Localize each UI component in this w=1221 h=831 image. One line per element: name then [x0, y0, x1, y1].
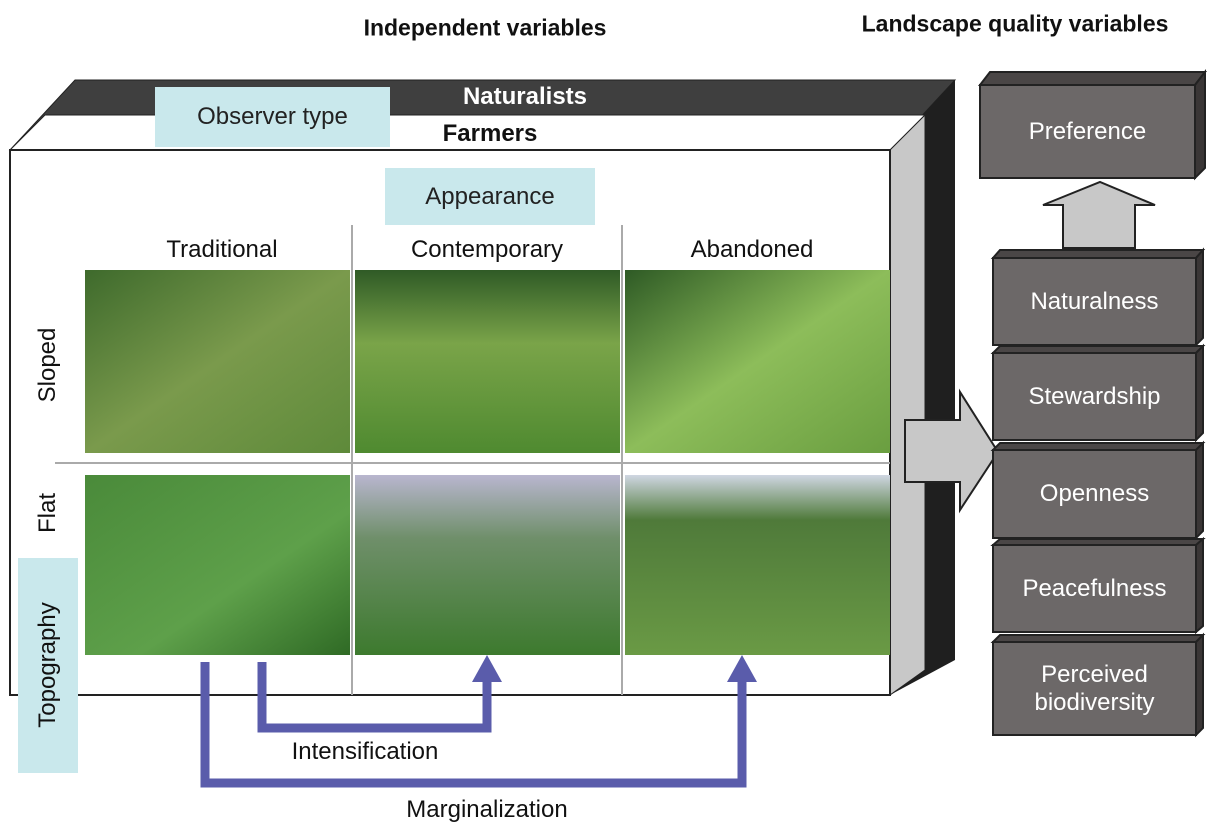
- up-arrow: [1042, 180, 1156, 249]
- header: Independent variables: [363, 14, 607, 41]
- quality-variable: Peacefulness: [1022, 574, 1167, 602]
- arrowhead: [472, 655, 502, 682]
- row-label: Flat: [34, 492, 61, 534]
- transition-label: Intensification: [291, 738, 439, 765]
- quality-variable: Stewardship: [1028, 382, 1161, 410]
- topography-box: Topography: [18, 558, 78, 773]
- header: Landscape quality variables: [861, 10, 1169, 37]
- observer-label: Observer type: [155, 87, 390, 147]
- right-arrow: [904, 388, 1000, 514]
- arrowhead: [727, 655, 757, 682]
- row-label: Sloped: [34, 327, 61, 403]
- topography-label: Topography: [34, 602, 61, 728]
- appearance-label: Appearance: [385, 168, 595, 225]
- column-label: Contemporary: [410, 236, 564, 263]
- layer-label: Naturalists: [462, 83, 588, 110]
- transition-label: Marginalization: [406, 796, 568, 823]
- layer-label: Farmers: [442, 120, 538, 147]
- quality-boxes: [977, 69, 1208, 738]
- quality-variable: Perceived biodiversity: [1034, 660, 1155, 716]
- quality-variable: Preference: [1028, 117, 1147, 145]
- column-label: Traditional: [166, 236, 278, 263]
- quality-variable: Openness: [1039, 480, 1150, 507]
- transition-arrows: [200, 662, 747, 788]
- photos: [85, 270, 890, 655]
- grid-dividers: [55, 225, 890, 695]
- column-label: Abandoned: [690, 236, 814, 263]
- quality-variable: Naturalness: [1030, 287, 1159, 315]
